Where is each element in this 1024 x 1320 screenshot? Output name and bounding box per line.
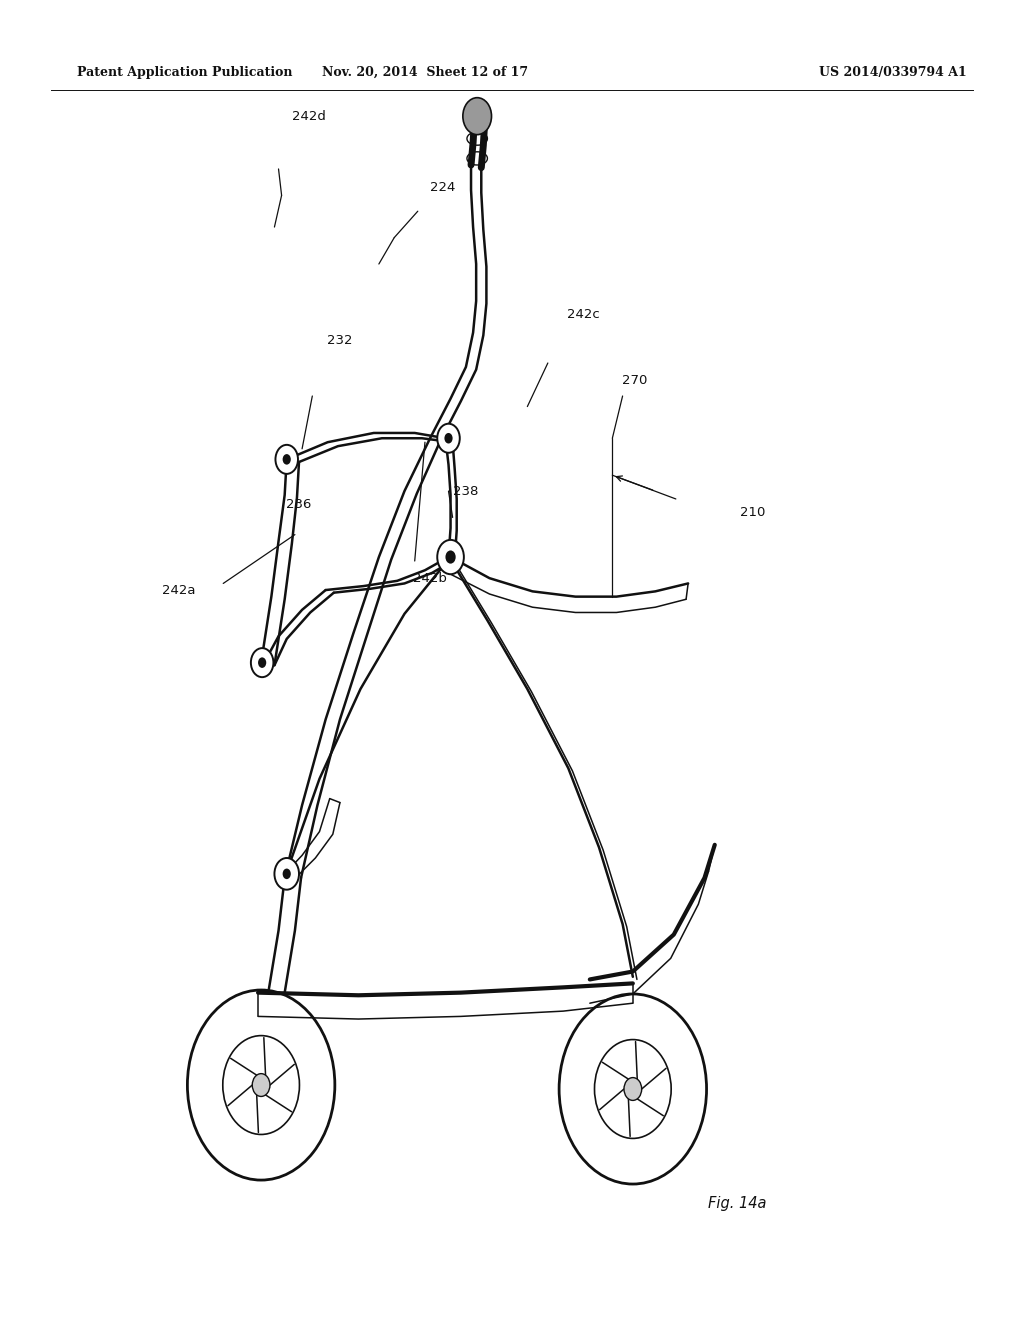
Text: Nov. 20, 2014  Sheet 12 of 17: Nov. 20, 2014 Sheet 12 of 17 (322, 66, 528, 79)
Text: 210: 210 (740, 506, 765, 519)
Text: 232: 232 (328, 334, 352, 347)
Circle shape (251, 648, 273, 677)
Text: Patent Application Publication: Patent Application Publication (77, 66, 292, 79)
Circle shape (258, 657, 266, 668)
Circle shape (437, 540, 464, 574)
Circle shape (445, 550, 456, 564)
Text: 270: 270 (623, 374, 647, 387)
Circle shape (463, 98, 492, 135)
Circle shape (446, 552, 455, 562)
Text: 242c: 242c (567, 308, 600, 321)
Circle shape (274, 858, 299, 890)
Circle shape (283, 869, 291, 879)
Circle shape (252, 1073, 270, 1097)
Text: 238: 238 (454, 484, 478, 498)
Circle shape (439, 543, 462, 572)
Circle shape (444, 433, 453, 444)
Circle shape (275, 445, 298, 474)
Circle shape (624, 1077, 642, 1101)
Circle shape (437, 424, 460, 453)
Circle shape (283, 454, 291, 465)
Text: US 2014/0339794 A1: US 2014/0339794 A1 (819, 66, 967, 79)
Text: Fig. 14a: Fig. 14a (708, 1196, 767, 1212)
Text: 236: 236 (287, 498, 311, 511)
Text: 242d: 242d (292, 110, 327, 123)
Text: 224: 224 (430, 181, 455, 194)
Text: 242b: 242b (413, 572, 447, 585)
Text: 242a: 242a (163, 583, 196, 597)
